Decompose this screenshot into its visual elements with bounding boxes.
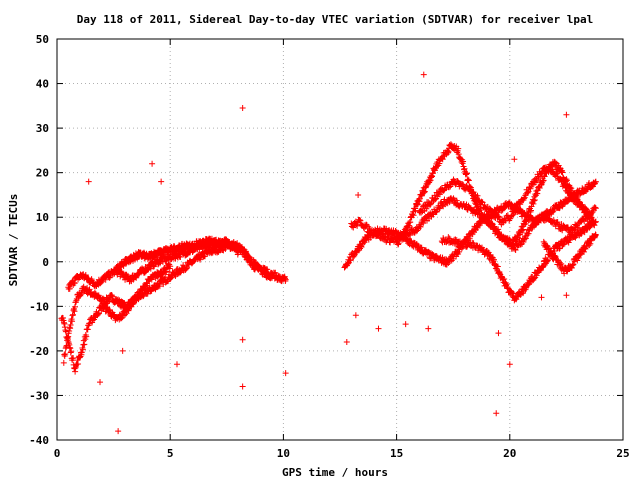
- data-point: [522, 235, 529, 242]
- data-point: [100, 295, 107, 302]
- x-tick-label: 15: [390, 447, 403, 460]
- data-points: [58, 71, 599, 435]
- data-point: [453, 197, 460, 204]
- data-point: [235, 249, 242, 256]
- data-point: [135, 294, 142, 301]
- data-point: [592, 178, 599, 185]
- data-point: [576, 224, 583, 231]
- data-point: [526, 227, 533, 234]
- data-point: [144, 282, 151, 289]
- data-point: [167, 263, 174, 270]
- x-tick-label: 0: [54, 447, 61, 460]
- data-point: [201, 253, 208, 260]
- data-point: [511, 246, 518, 253]
- x-tick-label: 25: [616, 447, 629, 460]
- data-point: [282, 276, 289, 283]
- data-point: [269, 272, 276, 279]
- data-point: [521, 235, 528, 242]
- data-point: [163, 268, 170, 275]
- data-point: [413, 228, 420, 235]
- data-point: [70, 355, 77, 362]
- data-point: [68, 348, 75, 355]
- data-point: [272, 269, 279, 276]
- data-point: [592, 204, 599, 211]
- y-tick-label: 20: [36, 167, 49, 180]
- data-point: [529, 224, 536, 231]
- data-point: [436, 205, 443, 212]
- data-point: [439, 202, 446, 209]
- data-point: [358, 244, 365, 251]
- data-point: [524, 232, 531, 239]
- y-tick-label: -30: [29, 389, 49, 402]
- x-tick-label: 5: [167, 447, 174, 460]
- chart-title: Day 118 of 2011, Sidereal Day-to-day VTE…: [77, 13, 594, 26]
- y-tick-label: -40: [29, 434, 49, 447]
- data-point: [512, 246, 519, 253]
- data-point: [81, 341, 88, 348]
- data-point: [417, 223, 424, 230]
- x-axis-label: GPS time / hours: [282, 466, 388, 479]
- data-point: [356, 216, 363, 223]
- data-point: [517, 241, 524, 248]
- data-point: [555, 221, 562, 228]
- data-point: [62, 328, 69, 335]
- data-point: [525, 230, 532, 237]
- y-tick-label: 0: [42, 256, 49, 269]
- data-point: [347, 257, 354, 264]
- data-point: [177, 253, 184, 260]
- data-point: [95, 310, 102, 317]
- data-point: [538, 212, 545, 219]
- data-point: [69, 318, 76, 325]
- y-axis-label: SDTVAR / TECUs: [7, 194, 20, 287]
- data-point: [401, 233, 408, 240]
- x-tick-label: 20: [503, 447, 516, 460]
- data-point: [83, 333, 90, 340]
- data-point: [520, 238, 527, 245]
- data-point: [554, 219, 561, 226]
- data-point: [450, 195, 457, 202]
- data-point: [354, 222, 361, 229]
- y-tick-label: 30: [36, 122, 49, 135]
- data-point: [528, 225, 535, 232]
- data-point: [407, 232, 414, 239]
- data-point: [62, 350, 69, 357]
- data-point: [60, 359, 67, 366]
- x-tick-label: 10: [277, 447, 290, 460]
- data-point: [385, 234, 392, 241]
- y-tick-label: 10: [36, 211, 49, 224]
- data-point: [357, 217, 364, 224]
- y-tick-label: -20: [29, 345, 49, 358]
- data-point: [75, 360, 82, 367]
- data-point: [535, 219, 542, 226]
- y-tick-label: 50: [36, 33, 49, 46]
- data-point: [592, 205, 599, 212]
- y-tick-label: -10: [29, 300, 49, 313]
- y-tick-label: 40: [36, 78, 49, 91]
